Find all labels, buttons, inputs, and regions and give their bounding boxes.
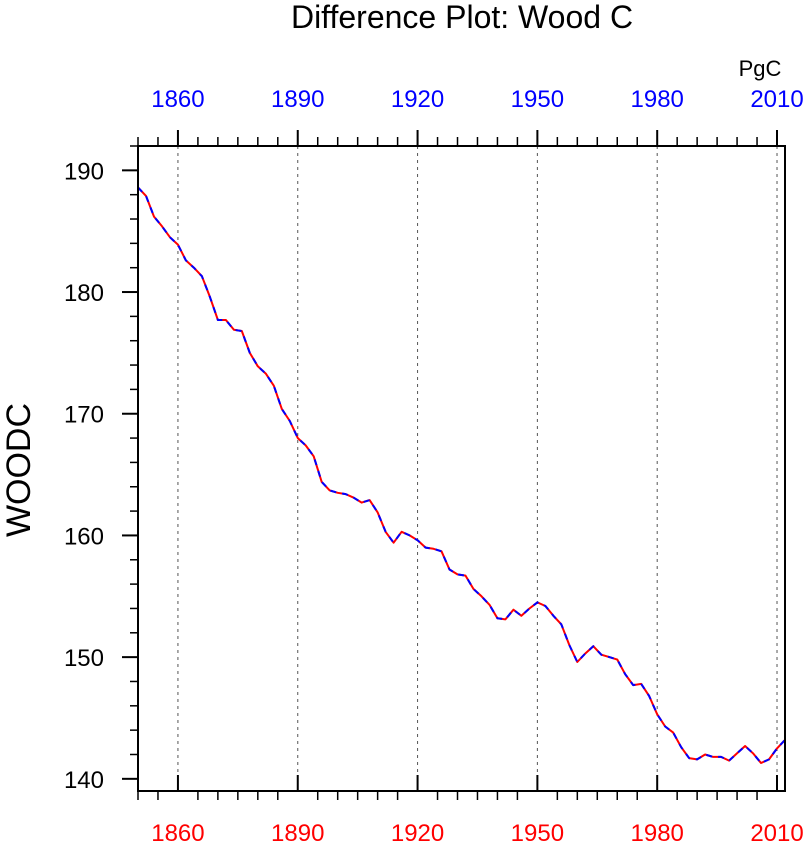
chart-title: Difference Plot: Wood C	[291, 0, 633, 35]
y-tick-label: 180	[64, 280, 104, 307]
y-tick-label: 170	[64, 402, 104, 429]
x-tick-label-top: 1980	[631, 86, 684, 113]
x-tick-label-bottom: 1890	[271, 820, 324, 847]
x-tick-label-bottom: 1860	[151, 820, 204, 847]
axis-ticks	[122, 130, 779, 800]
x-tick-label-top: 2010	[750, 86, 803, 113]
series-line-dashed	[137, 186, 786, 764]
x-tick-label-top: 1860	[151, 86, 204, 113]
x-tick-label-top: 1950	[511, 86, 564, 113]
x-tick-label-bottom: 2010	[750, 820, 803, 847]
series-lines	[137, 186, 786, 764]
units-label: PgC	[739, 56, 782, 81]
x-tick-label-bottom: 1980	[631, 820, 684, 847]
x-tick-label-bottom: 1950	[511, 820, 564, 847]
y-axis-label: WOODC	[0, 403, 38, 537]
tick-labels: 1860 1860 1890 1890 1920 1920 1950 1950 1980 1980…	[64, 86, 804, 847]
y-tick-label: 150	[64, 645, 104, 672]
y-tick-label: 140	[64, 767, 104, 794]
series-line-solid	[137, 186, 786, 764]
x-tick-label-top: 1920	[391, 86, 444, 113]
plot-frame	[137, 145, 786, 792]
y-tick-label: 160	[64, 523, 104, 550]
x-tick-label-bottom: 1920	[391, 820, 444, 847]
grid-lines	[177, 146, 778, 791]
x-tick-label-top: 1890	[271, 86, 324, 113]
y-tick-label: 190	[64, 158, 104, 185]
